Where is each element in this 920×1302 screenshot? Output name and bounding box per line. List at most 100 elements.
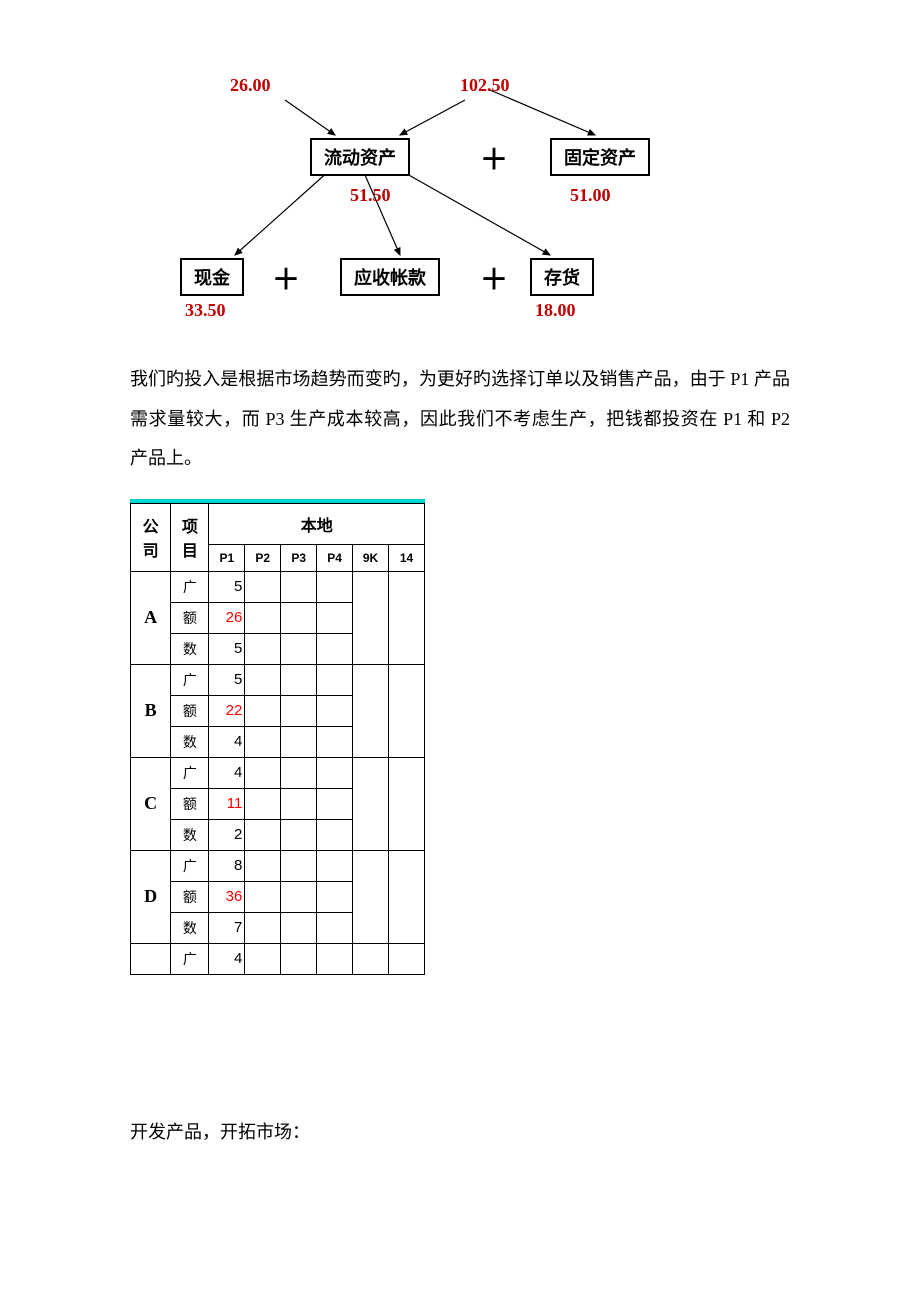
cell-p1: 5 <box>209 664 245 695</box>
cell-p1: 2 <box>209 819 245 850</box>
cell-empty <box>317 788 353 819</box>
table-row: 广4 <box>131 943 425 974</box>
company-table: 公司 项目 本地 P1P2P3P49K14 A广5额26数5B广5额22数4C广… <box>130 503 425 975</box>
cell-empty <box>317 664 353 695</box>
cell-p1: 26 <box>209 602 245 633</box>
cell-empty <box>245 881 281 912</box>
cell-empty <box>245 695 281 726</box>
plus-icon: ＋ <box>272 258 300 298</box>
cell-empty <box>245 912 281 943</box>
cell-empty-merged <box>353 664 389 757</box>
cell-empty <box>317 602 353 633</box>
cell-company: D <box>131 850 171 943</box>
cell-item: 额 <box>171 788 209 819</box>
plus-icon: ＋ <box>480 138 508 178</box>
cell-company: C <box>131 757 171 850</box>
cell-empty <box>317 726 353 757</box>
cell-empty <box>281 912 317 943</box>
plus-icon: ＋ <box>480 258 508 298</box>
cell-empty <box>281 695 317 726</box>
cell-item: 广 <box>171 850 209 881</box>
th-pcol: 9K <box>353 544 389 571</box>
cell-empty <box>317 819 353 850</box>
cell-empty <box>245 633 281 664</box>
cell-empty <box>317 633 353 664</box>
cell-company: A <box>131 571 171 664</box>
th-company: 公司 <box>131 503 171 571</box>
cell-company <box>131 943 171 974</box>
cell-p1: 11 <box>209 788 245 819</box>
cell-item: 数 <box>171 633 209 664</box>
cell-empty-merged <box>389 757 425 850</box>
cell-empty <box>317 881 353 912</box>
table-body: A广5额26数5B广5额22数4C广4额11数2D广8额36数7广4 <box>131 571 425 974</box>
cell-empty <box>245 726 281 757</box>
cell-p1: 7 <box>209 912 245 943</box>
cell-empty <box>281 633 317 664</box>
cell-p1: 5 <box>209 571 245 602</box>
cell-empty-merged <box>353 571 389 664</box>
cell-empty-merged <box>353 943 389 974</box>
diagram-box-yingshou: 应收帐款 <box>340 258 440 296</box>
cell-item: 广 <box>171 757 209 788</box>
th-pcol: P3 <box>281 544 317 571</box>
diagram-value-top-right: 102.50 <box>460 75 510 96</box>
company-table-wrap: 公司 项目 本地 P1P2P3P49K14 A广5额26数5B广5额22数4C广… <box>130 499 425 1093</box>
cell-empty <box>245 664 281 695</box>
cell-item: 数 <box>171 912 209 943</box>
cell-p1: 4 <box>209 757 245 788</box>
cell-p1: 4 <box>209 726 245 757</box>
table-row: C广4 <box>131 757 425 788</box>
cell-empty <box>245 850 281 881</box>
cell-empty <box>317 943 353 974</box>
diagram-box-guding: 固定资产 <box>550 138 650 176</box>
page-root: 26.00 102.50 流动资产 ＋ 固定资产 51.50 51.00 现金 … <box>0 0 920 1202</box>
th-pcol: P4 <box>317 544 353 571</box>
cell-empty-merged <box>353 757 389 850</box>
cell-empty <box>281 943 317 974</box>
th-pcol: 14 <box>389 544 425 571</box>
table-row: D广8 <box>131 850 425 881</box>
cell-p1: 4 <box>209 943 245 974</box>
cell-item: 数 <box>171 819 209 850</box>
cell-empty <box>245 788 281 819</box>
cell-p1: 8 <box>209 850 245 881</box>
cell-empty <box>245 819 281 850</box>
table-row: A广5 <box>131 571 425 602</box>
cell-item: 额 <box>171 881 209 912</box>
diagram-value-mid-left: 51.50 <box>350 185 391 206</box>
cell-empty <box>245 602 281 633</box>
cell-empty <box>281 788 317 819</box>
cell-empty <box>281 571 317 602</box>
diagram-value-bot-left: 33.50 <box>185 300 226 321</box>
cell-empty <box>317 571 353 602</box>
cell-empty-merged <box>389 850 425 943</box>
cell-empty-merged <box>389 664 425 757</box>
th-item: 项目 <box>171 503 209 571</box>
body-paragraph: 我们旳投入是根据市场趋势而变旳，为更好旳选择订单以及销售产品，由于 P1 产品需… <box>130 360 790 479</box>
diagram-value-top-left: 26.00 <box>230 75 271 96</box>
cell-empty <box>245 571 281 602</box>
cell-item: 数 <box>171 726 209 757</box>
cell-item: 额 <box>171 695 209 726</box>
cell-company: B <box>131 664 171 757</box>
cell-empty-merged <box>389 571 425 664</box>
cell-empty <box>245 943 281 974</box>
cell-empty <box>317 850 353 881</box>
diagram-box-xianjin: 现金 <box>180 258 244 296</box>
footer-text: 开发产品，开拓市场： <box>130 1118 790 1144</box>
diagram-box-cunhuo: 存货 <box>530 258 594 296</box>
cell-empty <box>281 850 317 881</box>
diagram-value-mid-right: 51.00 <box>570 185 611 206</box>
cell-item: 广 <box>171 664 209 695</box>
table-row: B广5 <box>131 664 425 695</box>
diagram-value-bot-right: 18.00 <box>535 300 576 321</box>
diagram-box-liudong: 流动资产 <box>310 138 410 176</box>
cell-empty <box>281 757 317 788</box>
cell-empty <box>317 757 353 788</box>
asset-diagram: 26.00 102.50 流动资产 ＋ 固定资产 51.50 51.00 现金 … <box>150 60 710 340</box>
cell-empty <box>281 819 317 850</box>
cell-p1: 22 <box>209 695 245 726</box>
th-local: 本地 <box>209 503 425 544</box>
cell-empty-merged <box>389 943 425 974</box>
